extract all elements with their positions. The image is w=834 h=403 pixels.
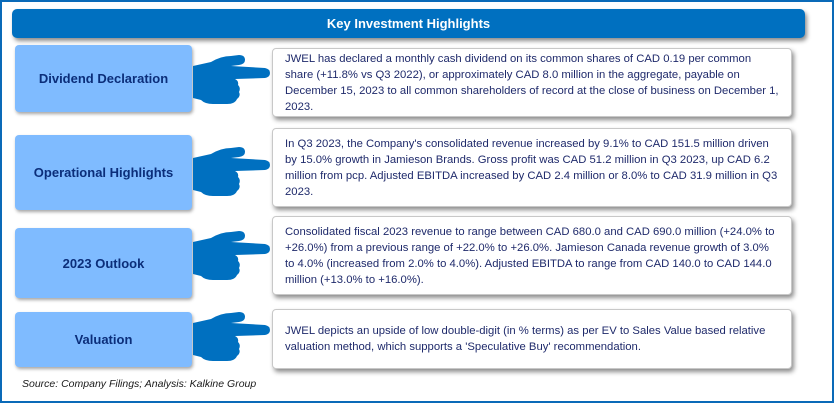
section-text: JWEL has declared a monthly cash dividen… — [285, 52, 779, 113]
pointing-hand-icon — [193, 312, 270, 361]
section-label-text: Valuation — [74, 332, 133, 347]
section-label-dividend: Dividend Declaration — [15, 45, 192, 112]
title-text: Key Investment Highlights — [326, 16, 491, 31]
pointing-hand-icon — [193, 147, 270, 196]
pointing-hand-icon — [193, 231, 270, 280]
section-content-operational: In Q3 2023, the Company's consolidated r… — [272, 128, 792, 207]
section-content-dividend: JWEL has declared a monthly cash dividen… — [272, 48, 792, 117]
section-text: In Q3 2023, the Company's consolidated r… — [285, 137, 778, 198]
section-text: Consolidated fiscal 2023 revenue to rang… — [285, 225, 775, 286]
section-text: JWEL depicts an upside of low double-dig… — [285, 325, 766, 353]
section-label-text: 2023 Outlook — [62, 255, 145, 271]
section-label-outlook: 2023 Outlook — [15, 228, 192, 298]
page-title: Key Investment Highlights — [12, 9, 805, 38]
section-content-outlook: Consolidated fiscal 2023 revenue to rang… — [272, 216, 792, 295]
pointing-hand-icon — [193, 55, 270, 104]
section-label-text: Operational Highlights — [33, 165, 174, 180]
section-label-operational: Operational Highlights — [15, 135, 192, 210]
section-label-valuation: Valuation — [15, 312, 192, 367]
source-note: Source: Company Filings; Analysis: Kalki… — [22, 378, 257, 390]
section-label-text: Dividend Declaration — [38, 71, 169, 86]
section-content-valuation: JWEL depicts an upside of low double-dig… — [272, 309, 792, 369]
